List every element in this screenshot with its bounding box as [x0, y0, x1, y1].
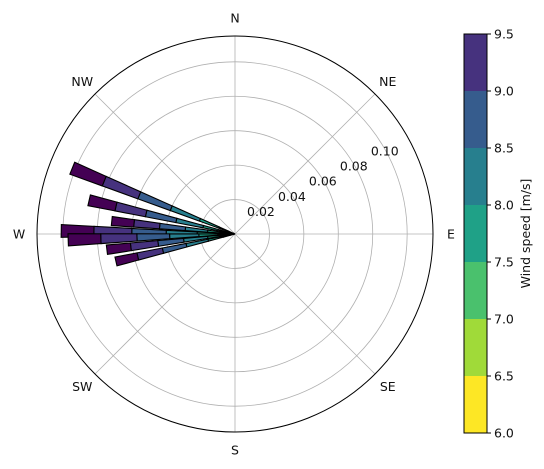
- direction-label-se: SE: [380, 379, 396, 394]
- sector-5-bin-7: [105, 242, 132, 256]
- direction-label-sw: SW: [72, 379, 92, 394]
- sector-1-bin-6: [114, 201, 148, 218]
- sector-2-bin-6: [133, 219, 161, 230]
- sector-4-bin-7: [67, 233, 102, 247]
- colorbar-segment-5: [464, 91, 487, 148]
- colorbar-segment-3: [464, 205, 487, 262]
- colorbar-label: Wind speed [m/s]: [518, 179, 533, 289]
- colorbar-tick-label: 8.0: [494, 198, 514, 213]
- colorbar-segment-1: [464, 319, 487, 376]
- radial-tick-label: 0.02: [247, 204, 275, 219]
- colorbar-segment-4: [464, 148, 487, 205]
- colorbar-tick-label: 6.5: [494, 369, 514, 384]
- direction-labels: N NE E SE S SW W NW: [13, 11, 455, 458]
- radial-tick-label: 0.06: [309, 174, 337, 189]
- colorbar-segment-0: [464, 376, 487, 433]
- radial-tick-labels: 0.020.040.060.080.10: [247, 144, 399, 219]
- direction-label-n: N: [230, 11, 239, 26]
- wind-sectors: [60, 161, 236, 267]
- grid-spoke-nw: [94, 93, 236, 235]
- colorbar-segment-2: [464, 262, 487, 319]
- polar-outer-boundary: [36, 35, 434, 433]
- sector-0-bin-6: [101, 175, 142, 200]
- colorbar-tick-label: 7.0: [494, 312, 514, 327]
- colorbar-tick-label: 8.5: [494, 141, 514, 156]
- radial-tick-label: 0.08: [340, 159, 368, 174]
- grid-spoke-se: [234, 233, 376, 375]
- direction-label-nw: NW: [71, 74, 93, 89]
- sector-6-bin-7: [114, 252, 140, 267]
- sector-2-bin-5: [158, 222, 187, 232]
- colorbar-frame: [463, 33, 488, 434]
- sector-1-bin-5: [144, 209, 178, 224]
- direction-label-ne: NE: [379, 74, 396, 89]
- radial-tick-label: 0.10: [371, 144, 399, 159]
- sector-0-bin-5: [137, 191, 173, 212]
- sector-1-bin-7: [87, 194, 118, 212]
- colorbar-segment-6: [464, 34, 487, 91]
- direction-label-s: S: [231, 443, 239, 458]
- sector-2-bin-7: [110, 215, 136, 228]
- colorbar-tick-label: 7.5: [494, 255, 514, 270]
- colorbar-tick-label: 9.5: [494, 27, 514, 42]
- grid-spoke-sw: [94, 233, 236, 375]
- radial-tick-label: 0.04: [278, 189, 306, 204]
- sector-6-bin-6: [136, 247, 165, 261]
- direction-label-w: W: [13, 227, 25, 242]
- sector-0-bin-7: [69, 161, 107, 187]
- colorbar-tick-label: 9.0: [494, 84, 514, 99]
- colorbar: 6.0 6.5 7.0 7.5 8.0 8.5 9.0 9.5: [463, 27, 514, 441]
- colorbar-tick-label: 6.0: [494, 426, 514, 441]
- grid-spoke-ne: [234, 93, 376, 235]
- direction-label-e: E: [447, 227, 455, 242]
